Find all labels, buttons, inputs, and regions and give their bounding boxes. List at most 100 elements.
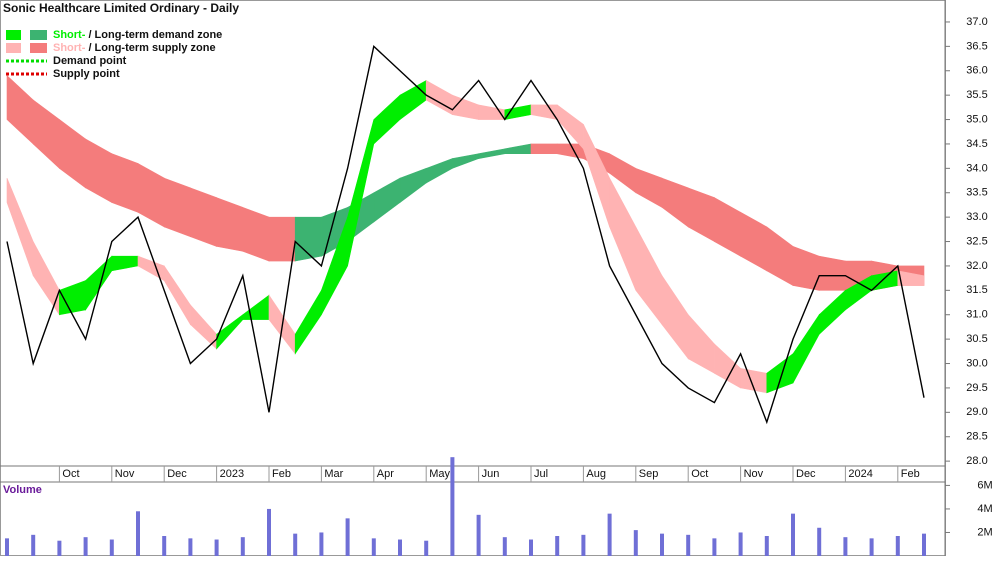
volume-bar xyxy=(398,539,402,556)
y-tick-label: 32.0 xyxy=(966,260,987,272)
x-tick-label: Aug xyxy=(586,468,606,480)
volume-bar xyxy=(109,539,114,556)
volume-bar xyxy=(869,538,874,556)
volume-bar xyxy=(922,533,926,556)
volume-bar xyxy=(607,513,612,556)
zones xyxy=(6,74,925,394)
volume-bar xyxy=(293,533,298,556)
volume-bar xyxy=(817,527,822,556)
y-tick-label: 35.0 xyxy=(966,113,987,125)
x-tick-label: Jul xyxy=(534,468,548,480)
volume-bar xyxy=(843,537,848,556)
x-tick-label: Jun xyxy=(482,468,500,480)
volume-bar xyxy=(240,537,245,556)
price-line xyxy=(6,45,925,425)
y-tick-label: 2M xyxy=(977,526,992,538)
y-tick-label: 31.0 xyxy=(966,309,987,321)
legend-swatch xyxy=(6,30,21,40)
y-tick-label: 30.5 xyxy=(966,333,987,345)
zone-segment xyxy=(897,270,925,286)
legend-short: Short- xyxy=(53,29,86,41)
x-tick-label: Mar xyxy=(324,468,343,480)
volume-bar xyxy=(162,536,167,556)
legend-rest: / Long-term supply zone xyxy=(85,42,215,54)
y-tick-label: 6M xyxy=(977,479,992,491)
volume-bar xyxy=(188,538,193,556)
chart-title: Sonic Healthcare Limited Ordinary - Dail… xyxy=(3,1,239,15)
marks xyxy=(5,45,926,556)
volume-bar xyxy=(450,457,455,556)
volume-bar xyxy=(791,513,795,556)
y-tick-label: 36.5 xyxy=(966,40,987,52)
volume-bar xyxy=(214,539,219,556)
volume-bar xyxy=(136,511,140,556)
zone-segment xyxy=(242,206,270,262)
y-tick-label: 33.5 xyxy=(966,187,987,199)
legend-label: Short- / Long-term supply zone xyxy=(53,42,216,54)
x-tick-label: 2023 xyxy=(220,468,244,480)
y-tick-label: 28.0 xyxy=(966,455,987,467)
legend-swatch xyxy=(30,43,47,53)
zone-segment xyxy=(530,143,558,155)
y-tick-label: 29.0 xyxy=(966,406,987,418)
x-tick-label: Feb xyxy=(901,468,920,480)
volume-bar xyxy=(502,537,507,556)
y-tick-label: 30.0 xyxy=(966,357,987,369)
volume-bar xyxy=(5,538,9,556)
x-tick-label: Nov xyxy=(744,468,764,480)
volume-bar xyxy=(345,518,350,556)
y-tick-label: 34.5 xyxy=(966,138,987,150)
volume-bar xyxy=(267,508,271,556)
x-tick-label: Oct xyxy=(62,468,79,480)
zone-segment xyxy=(268,216,296,262)
x-tick-label: Apr xyxy=(377,468,394,480)
volume-bar xyxy=(555,536,560,556)
legend-label: Short- / Long-term demand zone xyxy=(53,29,222,41)
x-tick-label: Dec xyxy=(167,468,187,480)
volume-bar xyxy=(31,534,36,556)
volume-bar xyxy=(686,534,691,556)
volume-bar xyxy=(476,514,481,556)
y-tick-label: 34.0 xyxy=(966,162,987,174)
y-tick-label: 36.0 xyxy=(966,65,987,77)
y-tick-label: 4M xyxy=(977,503,992,515)
x-tick-label: Oct xyxy=(691,468,708,480)
volume-bar xyxy=(371,538,376,556)
legend-swatch xyxy=(6,43,21,53)
y-tick-label: 28.5 xyxy=(966,431,987,443)
volume-bar xyxy=(424,540,429,556)
volume-bar xyxy=(712,538,717,556)
y-tick-label: 35.5 xyxy=(966,89,987,101)
volume-bar xyxy=(660,533,664,556)
volume-bar xyxy=(633,530,638,556)
volume-bar xyxy=(581,534,586,556)
y-tick-label: 29.5 xyxy=(966,382,987,394)
legend-rest: / Long-term demand zone xyxy=(85,29,222,41)
x-tick-label: Feb xyxy=(272,468,291,480)
y-tick-label: 33.0 xyxy=(966,211,987,223)
legend-swatch xyxy=(30,30,47,40)
y-tick-label: 32.5 xyxy=(966,235,987,247)
zone-segment xyxy=(190,187,217,247)
legend-label: Demand point xyxy=(53,55,127,67)
y-tick-label: 31.5 xyxy=(966,284,987,296)
zone-segment xyxy=(111,153,139,213)
volume-bar xyxy=(319,532,324,556)
volume-title: Volume xyxy=(3,484,42,496)
x-tick-label: Dec xyxy=(796,468,816,480)
x-tick-label: Sep xyxy=(639,468,659,480)
zone-segment xyxy=(216,197,244,252)
volume-bar xyxy=(529,539,533,556)
volume-bar xyxy=(764,536,769,556)
x-tick-label: Nov xyxy=(115,468,135,480)
x-tick-label: 2024 xyxy=(848,468,872,480)
zone-segment xyxy=(163,177,191,238)
zone-segment xyxy=(818,255,846,291)
volume-bar xyxy=(57,540,62,556)
legend-label: Supply point xyxy=(53,68,120,80)
volume-bar xyxy=(895,536,900,556)
volume-bar xyxy=(83,537,88,556)
volume-bar xyxy=(738,532,743,556)
